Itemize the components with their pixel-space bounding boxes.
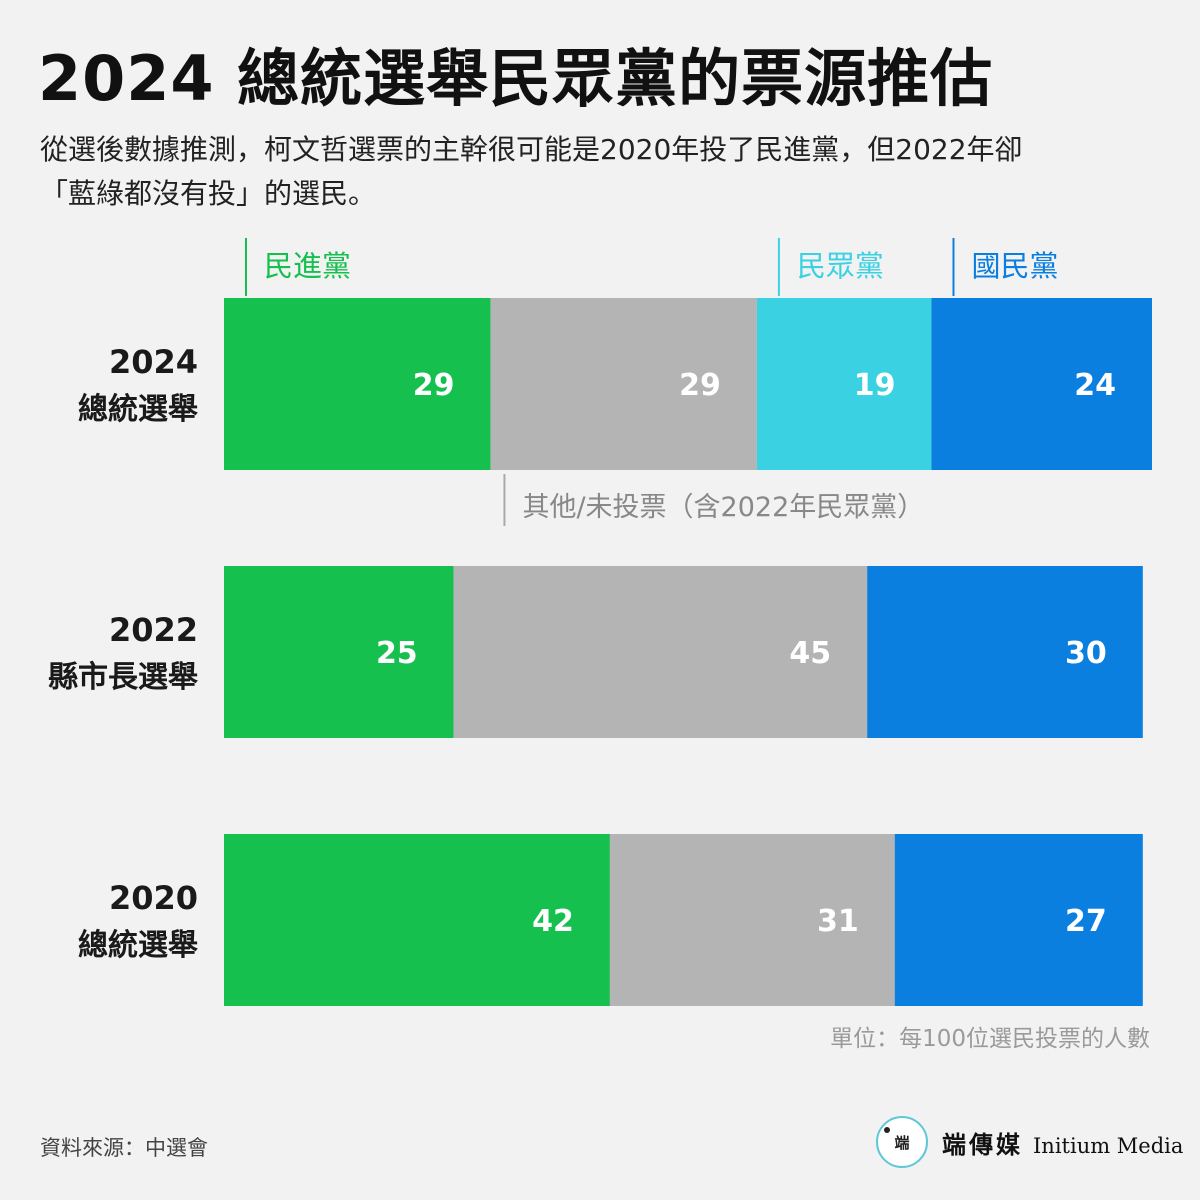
data-source: 資料來源：中選會 bbox=[40, 1136, 208, 1160]
category-label-name-2024: 總統選舉 bbox=[78, 392, 199, 427]
bar-segment-2020-dpp bbox=[224, 834, 610, 1006]
category-label-year-2020: 2020 bbox=[109, 879, 198, 917]
brand-name: 端傳媒 Initium Media bbox=[942, 1125, 1183, 1160]
chart-subtitle: 從選後數據推測，柯文哲選票的主幹很可能是2020年投了民進黨，但2022年卻 「… bbox=[40, 128, 1170, 216]
legend-label-tpp: 民眾黨 bbox=[797, 249, 884, 283]
value-label-2020-kmt: 27 bbox=[1065, 904, 1107, 939]
value-label-2022-other: 45 bbox=[789, 636, 831, 671]
category-label-name-2020: 總統選舉 bbox=[78, 928, 199, 963]
brand-name-cn: 端傳媒 bbox=[942, 1129, 1023, 1159]
category-label-year-2022: 2022 bbox=[109, 611, 198, 649]
value-label-2024-tpp: 19 bbox=[854, 368, 896, 403]
value-label-2022-dpp: 25 bbox=[376, 636, 418, 671]
bar-segment-2024-other bbox=[490, 298, 757, 470]
unit-note: 單位：每100位選民投票的人數 bbox=[830, 1026, 1150, 1052]
bar-segment-2022-kmt bbox=[867, 566, 1143, 738]
brand-name-en: Initium Media bbox=[1033, 1133, 1184, 1158]
legend-label-dpp: 民進黨 bbox=[264, 249, 351, 283]
value-label-2022-kmt: 30 bbox=[1065, 636, 1107, 671]
value-label-2024-kmt: 24 bbox=[1074, 368, 1116, 403]
bar-segment-2020-other bbox=[609, 834, 895, 1006]
logo-glyph: 端 bbox=[894, 1133, 910, 1152]
bar-segment-2022-dpp bbox=[224, 566, 454, 738]
value-label-2020-other: 31 bbox=[817, 904, 859, 939]
subtitle-line-2: 「藍綠都沒有投」的選民。 bbox=[40, 177, 377, 210]
subtitle-line-1: 從選後數據推測，柯文哲選票的主幹很可能是2020年投了民進黨，但2022年卻 bbox=[40, 133, 1023, 166]
legend-label-kmt: 國民黨 bbox=[971, 249, 1058, 283]
bar-segment-2024-kmt bbox=[931, 298, 1152, 470]
value-label-2024-dpp: 29 bbox=[413, 368, 455, 403]
legend-label-other: 其他/未投票（含2022年民眾黨） bbox=[522, 492, 924, 523]
chart-title: 2024 總統選舉民眾黨的票源推估 bbox=[38, 42, 994, 115]
initium-logo-icon: 端 bbox=[876, 1116, 928, 1168]
category-label-year-2024: 2024 bbox=[109, 343, 198, 381]
category-label-name-2022: 縣市長選舉 bbox=[48, 660, 199, 695]
bar-segment-2020-kmt bbox=[894, 834, 1143, 1006]
value-label-2020-dpp: 42 bbox=[532, 904, 574, 939]
bar-segment-2024-tpp bbox=[756, 298, 932, 470]
bar-segment-2022-other bbox=[453, 566, 868, 738]
value-label-2024-other: 29 bbox=[679, 368, 721, 403]
bar-segment-2024-dpp bbox=[224, 298, 491, 470]
brand: 端 端傳媒 Initium Media bbox=[876, 1116, 1183, 1168]
